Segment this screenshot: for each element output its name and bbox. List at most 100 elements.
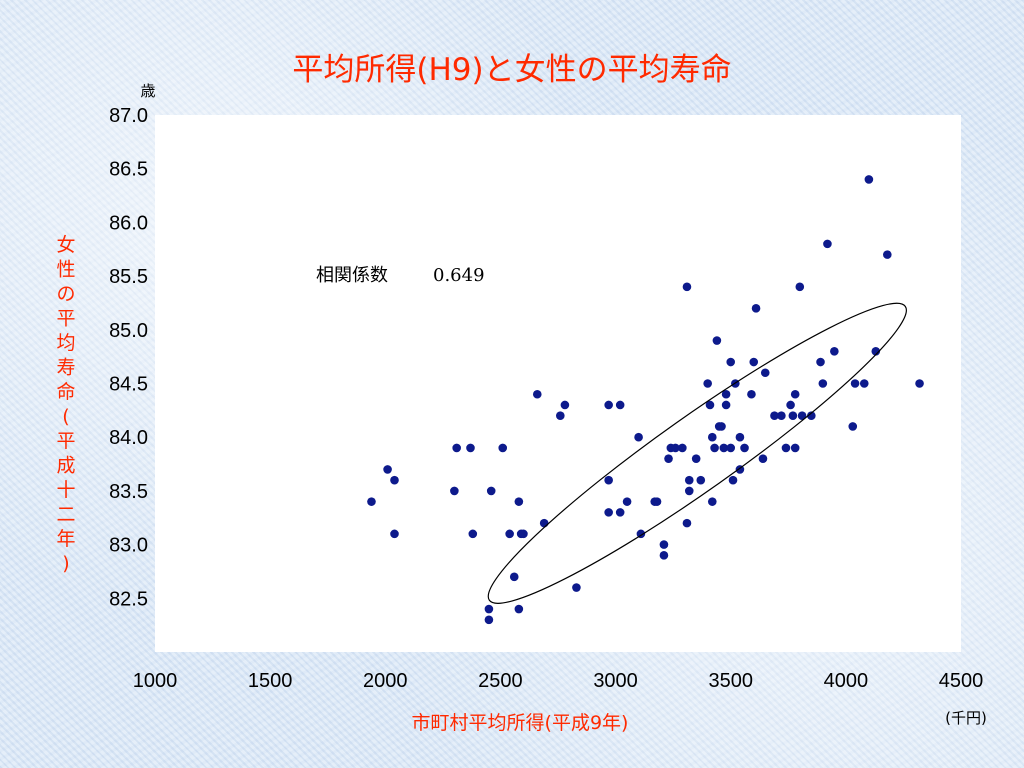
data-point <box>484 604 494 614</box>
y-tick-label: 83.5 <box>109 481 148 503</box>
x-axis-label: 市町村平均所得(平成9年) <box>412 712 629 734</box>
data-point <box>788 411 798 421</box>
data-point <box>871 346 881 356</box>
data-point <box>519 529 528 539</box>
data-point <box>636 529 646 539</box>
x-tick-label: 3000 <box>593 670 638 692</box>
data-point <box>751 304 761 313</box>
y-tick-label: 85.5 <box>109 266 148 288</box>
data-point <box>572 583 581 592</box>
data-point <box>696 475 706 485</box>
data-point <box>514 497 524 506</box>
data-point <box>728 475 738 485</box>
data-point <box>539 518 549 528</box>
plot-area <box>155 115 961 652</box>
data-point <box>864 175 874 184</box>
y-tick-label: 87.0 <box>109 105 148 127</box>
data-point <box>915 379 924 388</box>
y-tick-label: 86.0 <box>109 212 148 234</box>
data-point <box>652 497 662 506</box>
data-point <box>781 443 791 453</box>
data-point <box>691 454 701 463</box>
x-tick-label: 4500 <box>939 670 984 692</box>
data-point <box>740 443 749 453</box>
y-tick-label: 84.0 <box>109 427 148 449</box>
y-tick-label: 85.0 <box>109 320 148 342</box>
data-point <box>498 443 508 453</box>
data-point <box>671 443 680 453</box>
data-point <box>678 443 687 453</box>
data-point <box>560 400 570 410</box>
data-point <box>604 475 613 485</box>
data-point <box>450 486 459 496</box>
data-point <box>367 497 376 506</box>
x-tick-label: 2500 <box>478 670 523 692</box>
data-point <box>790 443 800 453</box>
data-point <box>556 411 565 421</box>
data-point <box>848 422 858 431</box>
data-point <box>818 379 828 388</box>
x-tick-label: 1500 <box>248 670 293 692</box>
data-point <box>717 422 726 431</box>
data-point <box>816 357 825 367</box>
data-point <box>777 411 786 421</box>
data-point <box>760 368 770 378</box>
data-point <box>823 239 832 249</box>
data-point <box>634 432 643 442</box>
data-point <box>850 379 860 388</box>
data-point <box>859 379 869 388</box>
correlation-label: 相関係数 <box>316 265 388 286</box>
data-point <box>710 443 719 453</box>
x-unit-label: (千円) <box>945 709 987 727</box>
data-point <box>466 443 475 453</box>
y-tick-label: 84.5 <box>109 374 148 396</box>
data-point <box>468 529 478 539</box>
data-point <box>770 411 779 421</box>
data-point <box>747 389 756 399</box>
data-point <box>622 497 632 506</box>
data-point <box>615 400 625 410</box>
y-tick-label: 83.0 <box>109 535 148 557</box>
x-tick-label: 1000 <box>133 670 178 692</box>
data-point <box>684 486 694 496</box>
data-point <box>390 529 399 539</box>
data-point <box>726 443 736 453</box>
data-point <box>830 346 839 356</box>
correlation-ellipse <box>487 302 907 604</box>
x-tick-label: 4000 <box>824 670 869 692</box>
data-point <box>705 400 715 410</box>
data-point <box>682 282 692 292</box>
data-point <box>758 454 768 463</box>
data-point <box>749 357 759 367</box>
data-point <box>615 508 625 517</box>
data-point <box>604 400 613 410</box>
data-point <box>719 443 729 453</box>
data-point <box>721 389 731 399</box>
x-tick-label: 2000 <box>363 670 408 692</box>
data-point <box>604 508 613 517</box>
data-point <box>383 465 392 474</box>
data-point <box>726 357 736 367</box>
data-point <box>452 443 461 453</box>
y-tick-label: 86.5 <box>109 159 148 181</box>
data-point <box>721 400 731 410</box>
data-point <box>797 411 807 421</box>
data-point <box>712 336 722 345</box>
x-tick-label: 3500 <box>708 670 753 692</box>
data-point <box>703 379 712 388</box>
y-axis-ticks: 82.5 83.0 83.5 84.0 84.5 85.0 85.5 86.0 86.5 87.0 <box>109 105 148 610</box>
correlation-value: 0.649 <box>433 265 485 286</box>
data-points <box>367 175 924 625</box>
chart-title: 平均所得(H9)と女性の平均寿命 <box>292 52 731 88</box>
y-unit-label: 歳 <box>140 82 155 100</box>
data-point <box>514 604 524 614</box>
y-tick-label: 82.5 <box>109 588 148 610</box>
data-point <box>682 518 692 528</box>
data-point <box>707 497 717 506</box>
data-point <box>684 475 694 485</box>
data-point <box>659 551 669 560</box>
data-point <box>484 615 494 625</box>
data-point <box>505 529 514 539</box>
data-point <box>509 572 519 582</box>
